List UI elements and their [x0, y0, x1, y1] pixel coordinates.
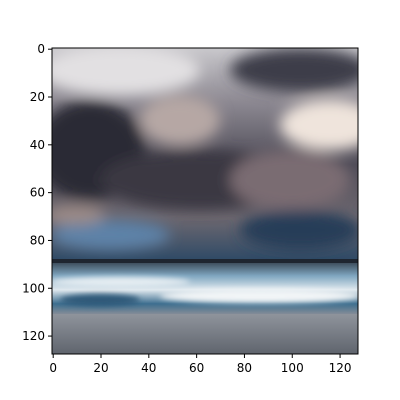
x-tick-label: 100 — [281, 361, 304, 375]
x-tick-label: 0 — [49, 361, 57, 375]
x-tick-label: 120 — [329, 361, 352, 375]
x-tick-label: 20 — [93, 361, 108, 375]
y-tick-label: 40 — [30, 138, 45, 152]
image — [52, 48, 358, 354]
y-tick-label: 20 — [30, 90, 45, 104]
x-tick-label: 80 — [237, 361, 252, 375]
y-tick-label: 120 — [22, 329, 45, 343]
axes-frame — [51, 47, 359, 355]
y-tick-label: 60 — [30, 186, 45, 200]
x-tick-label: 60 — [189, 361, 204, 375]
x-tick-label: 40 — [141, 361, 156, 375]
y-tick-label: 0 — [37, 42, 45, 56]
y-tick-label: 100 — [22, 281, 45, 295]
y-tick-label: 80 — [30, 233, 45, 247]
